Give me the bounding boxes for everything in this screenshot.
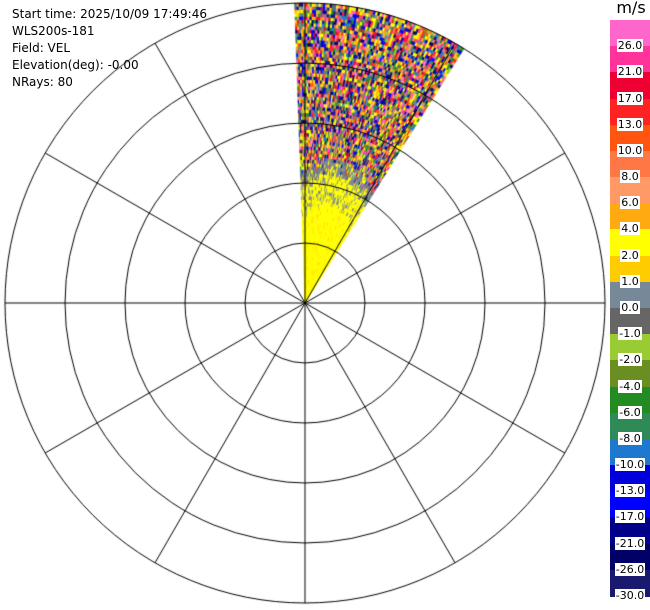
nrays-text: NRays: 80	[12, 75, 73, 89]
colorbar-tick-label: -10.0	[614, 458, 646, 472]
colorbar-tick-label: -1.0	[618, 327, 642, 341]
colorbar-tick-label: 1.0	[620, 274, 640, 288]
colorbar-tick-label: 13.0	[616, 117, 644, 131]
colorbar-tick-label: -13.0	[614, 484, 646, 498]
colorbar-tick-label: -26.0	[614, 562, 646, 576]
colorbar-tick-label: -8.0	[618, 431, 642, 445]
start-time-text: Start time: 2025/10/09 17:49:46	[12, 7, 207, 21]
colorbar-tick-label: 0.0	[620, 301, 640, 314]
colorbar-tick-label: 2.0	[620, 248, 640, 262]
colorbar-tick-label: -6.0	[618, 405, 642, 419]
colorbar-tick-label: 4.0	[620, 222, 640, 236]
colorbar-tick-label: -30.0	[614, 589, 646, 602]
colorbar-tick-label: -17.0	[614, 510, 646, 524]
scan-info-panel: Start time: 2025/10/09 17:49:46 WLS200s-…	[12, 6, 207, 91]
colorbar-unit-label: m/s	[616, 0, 646, 17]
field-text: Field: VEL	[12, 41, 71, 55]
colorbar-tick-label: -21.0	[614, 536, 646, 550]
instrument-text: WLS200s-181	[12, 24, 95, 38]
colorbar-tick-label: 8.0	[620, 170, 640, 184]
colorbar-tick-label: 21.0	[616, 65, 644, 79]
colorbar-tick-label: 26.0	[616, 39, 644, 53]
colorbar-tick-label: -2.0	[618, 353, 642, 367]
colorbar-tick-label: 10.0	[616, 143, 644, 157]
colorbar-tick-label: 17.0	[616, 91, 644, 105]
colorbar-tick-label: -4.0	[618, 379, 642, 393]
elevation-text: Elevation(deg): -0.00	[12, 58, 139, 72]
colorbar-tick-label: 6.0	[620, 196, 640, 210]
